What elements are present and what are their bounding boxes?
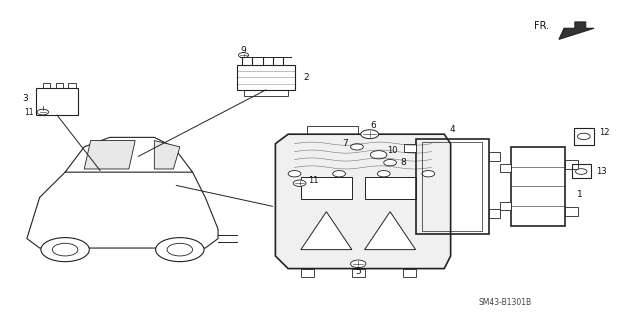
- Polygon shape: [27, 153, 218, 248]
- Bar: [301, 269, 314, 277]
- Polygon shape: [84, 141, 135, 169]
- Circle shape: [41, 238, 90, 262]
- Circle shape: [384, 160, 396, 166]
- Bar: [237, 65, 294, 90]
- Polygon shape: [301, 212, 352, 250]
- Circle shape: [239, 53, 248, 58]
- Polygon shape: [275, 134, 451, 269]
- Text: 6: 6: [371, 121, 376, 130]
- Circle shape: [351, 144, 364, 150]
- Circle shape: [37, 109, 49, 115]
- Bar: [244, 90, 288, 96]
- Bar: [365, 177, 415, 199]
- Bar: [489, 152, 500, 161]
- Bar: [415, 139, 489, 234]
- Text: 2: 2: [303, 73, 308, 82]
- Text: 3: 3: [22, 94, 28, 103]
- Polygon shape: [154, 141, 180, 169]
- Bar: [572, 164, 591, 178]
- Circle shape: [577, 133, 590, 140]
- Circle shape: [156, 238, 204, 262]
- Polygon shape: [65, 137, 193, 172]
- Bar: [352, 269, 365, 277]
- Text: 11: 11: [308, 175, 319, 185]
- Circle shape: [167, 243, 193, 256]
- Bar: [565, 160, 578, 169]
- Text: FR.: FR.: [534, 21, 549, 31]
- Bar: [301, 177, 352, 199]
- Circle shape: [378, 171, 390, 177]
- Text: SM43-B1301B: SM43-B1301B: [478, 298, 531, 307]
- Bar: [500, 202, 511, 210]
- Bar: [422, 142, 483, 231]
- Bar: [404, 144, 415, 152]
- Polygon shape: [365, 212, 415, 250]
- Circle shape: [351, 260, 366, 268]
- Text: 13: 13: [596, 167, 606, 176]
- Text: 8: 8: [400, 158, 406, 167]
- Bar: [307, 126, 358, 134]
- Polygon shape: [559, 22, 594, 39]
- Text: 1: 1: [577, 190, 582, 199]
- Circle shape: [371, 151, 387, 159]
- Bar: [489, 209, 500, 218]
- Text: 12: 12: [599, 128, 609, 137]
- Bar: [56, 83, 63, 88]
- Circle shape: [575, 169, 587, 174]
- Text: 11: 11: [24, 108, 33, 116]
- Circle shape: [293, 180, 306, 186]
- Circle shape: [361, 130, 379, 139]
- Bar: [565, 207, 578, 216]
- Text: 10: 10: [387, 146, 398, 155]
- Circle shape: [288, 171, 301, 177]
- Circle shape: [333, 171, 346, 177]
- Bar: [403, 269, 415, 277]
- Bar: [43, 83, 51, 88]
- Bar: [573, 128, 594, 145]
- Text: 9: 9: [241, 46, 246, 55]
- Circle shape: [52, 243, 78, 256]
- Bar: [500, 164, 511, 172]
- Bar: [36, 88, 78, 115]
- Text: 7: 7: [342, 139, 348, 148]
- Circle shape: [422, 171, 435, 177]
- Bar: [68, 83, 76, 88]
- Bar: [511, 147, 565, 226]
- Text: 4: 4: [449, 125, 455, 134]
- Text: 5: 5: [355, 267, 361, 276]
